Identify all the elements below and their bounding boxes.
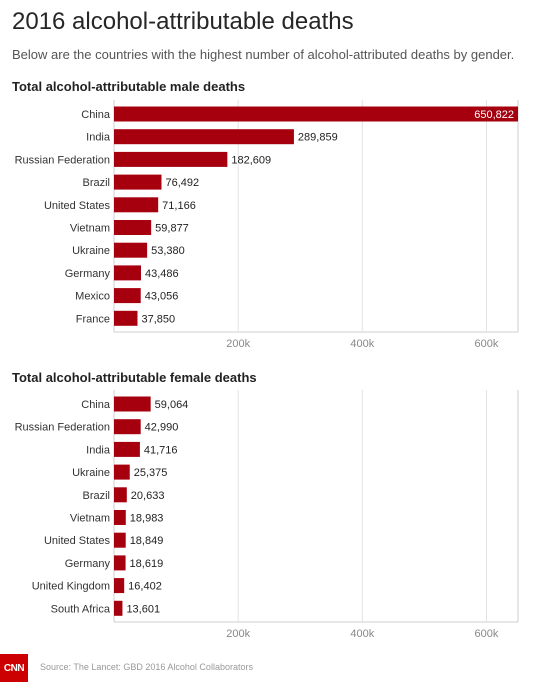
category-label: Brazil <box>82 177 110 189</box>
male-chart-title: Total alcohol-attributable male deaths <box>12 79 246 94</box>
x-tick-label: 400k <box>350 628 374 640</box>
source-note: Source: The Lancet: GBD 2016 Alcohol Col… <box>40 662 253 672</box>
category-label: Mexico <box>75 291 110 303</box>
cnn-logo: CNN <box>0 654 28 682</box>
value-label: 53,380 <box>151 245 185 257</box>
category-label: Brazil <box>82 490 110 502</box>
value-label: 37,850 <box>141 313 175 325</box>
bar <box>114 600 123 616</box>
category-label: Russian Federation <box>15 154 110 166</box>
female-chart-title: Total alcohol-attributable female deaths <box>12 370 257 385</box>
value-label: 42,990 <box>145 422 179 434</box>
category-label: Ukraine <box>72 245 110 257</box>
category-label: United States <box>44 200 111 212</box>
bar <box>114 106 518 122</box>
value-label: 289,859 <box>298 132 338 144</box>
bar <box>114 151 228 167</box>
bar <box>114 129 294 145</box>
x-tick-label: 200k <box>226 628 250 640</box>
x-tick-label: 600k <box>475 628 499 640</box>
bar <box>114 396 151 412</box>
value-label: 43,056 <box>145 291 179 303</box>
category-label: China <box>81 109 111 121</box>
category-label: Russian Federation <box>15 422 110 434</box>
category-label: United States <box>44 535 111 547</box>
category-label: Vietnam <box>70 513 110 525</box>
value-label: 18,983 <box>130 513 164 525</box>
bar <box>114 288 141 304</box>
category-label: Germany <box>65 268 111 280</box>
category-label: South Africa <box>51 603 111 615</box>
value-label: 18,619 <box>130 558 164 570</box>
female-deaths-chart: 200k 400k 600k China 59,064 Russian Federatio… <box>15 390 519 640</box>
bar <box>114 174 162 190</box>
category-label: United Kingdom <box>32 581 110 593</box>
x-tick-label: 400k <box>350 338 374 350</box>
page-title: 2016 alcohol-attributable deaths <box>12 8 354 35</box>
value-label: 59,064 <box>155 399 189 411</box>
bar <box>114 510 126 525</box>
value-label: 13,601 <box>126 603 160 615</box>
value-label: 59,877 <box>155 223 189 235</box>
value-label: 76,492 <box>165 177 199 189</box>
category-label: France <box>76 313 110 325</box>
bar <box>114 441 140 457</box>
bar <box>114 310 138 326</box>
bar <box>114 197 159 213</box>
bar <box>114 532 126 548</box>
value-label: 16,402 <box>128 581 162 593</box>
bar <box>114 578 125 594</box>
value-label: 20,633 <box>131 490 165 502</box>
male-deaths-chart: 200k 400k 600k China 650,822 India 289,859 Russ… <box>15 100 519 350</box>
bar <box>114 419 141 435</box>
value-label: 182,609 <box>231 154 271 166</box>
bar <box>114 487 127 503</box>
category-label: Germany <box>65 558 111 570</box>
value-label: 41,716 <box>144 444 178 456</box>
category-label: India <box>86 132 111 144</box>
x-tick-label: 200k <box>226 338 250 350</box>
category-label: Ukraine <box>72 467 110 479</box>
value-label: 650,822 <box>474 109 514 121</box>
bar <box>114 555 126 571</box>
bar <box>114 265 141 281</box>
value-label: 43,486 <box>145 268 179 280</box>
category-label: India <box>86 444 111 456</box>
value-label: 71,166 <box>162 200 196 212</box>
category-label: Vietnam <box>70 223 110 235</box>
bar <box>114 220 152 235</box>
x-tick-label: 600k <box>475 338 499 350</box>
value-label: 18,849 <box>130 535 164 547</box>
bar <box>114 242 148 258</box>
bar <box>114 464 130 480</box>
page-subtitle: Below are the countries with the highest… <box>12 47 515 62</box>
category-label: China <box>81 399 111 411</box>
value-label: 25,375 <box>134 467 168 479</box>
